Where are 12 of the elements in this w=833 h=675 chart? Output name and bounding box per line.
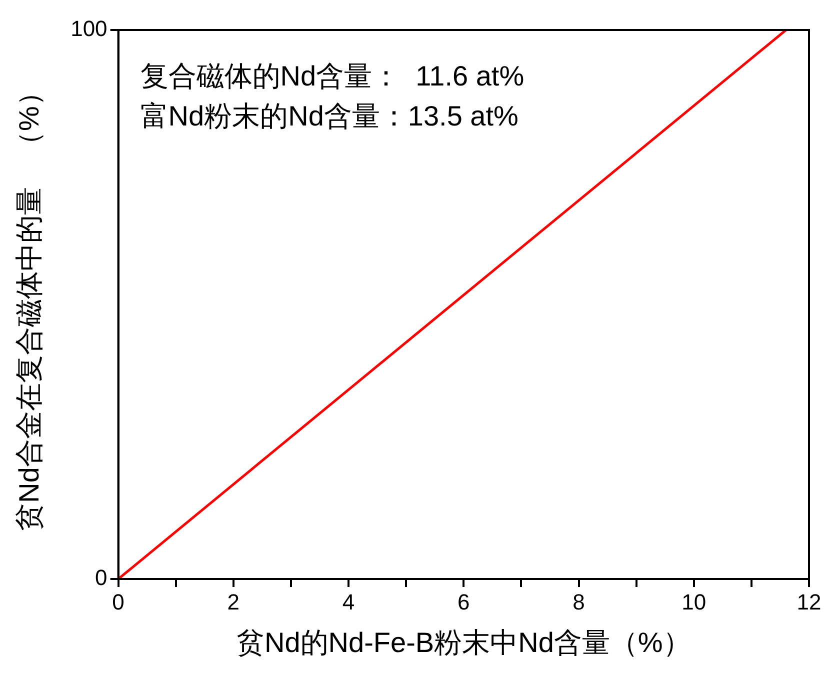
y-axis-title: 贫Nd合金在复合磁体中的量 （%） [14,78,45,531]
annotation: 富Nd粉末的Nd含量：13.5 at% [140,100,518,132]
x-tick-label: 8 [572,589,585,614]
x-tick-label: 6 [458,589,470,614]
x-axis-title: 贫Nd的Nd-Fe-B粉末中Nd含量（%） [236,626,691,658]
x-tick-label: 10 [682,589,706,614]
x-tick-label: 12 [796,589,822,614]
x-tick-label: 4 [342,589,355,614]
x-tick-label: 0 [112,589,124,614]
x-tick-label: 2 [227,589,240,614]
y-tick-label: 100 [70,16,108,42]
annotation: 复合磁体的Nd含量： 11.6 at% [140,60,524,92]
